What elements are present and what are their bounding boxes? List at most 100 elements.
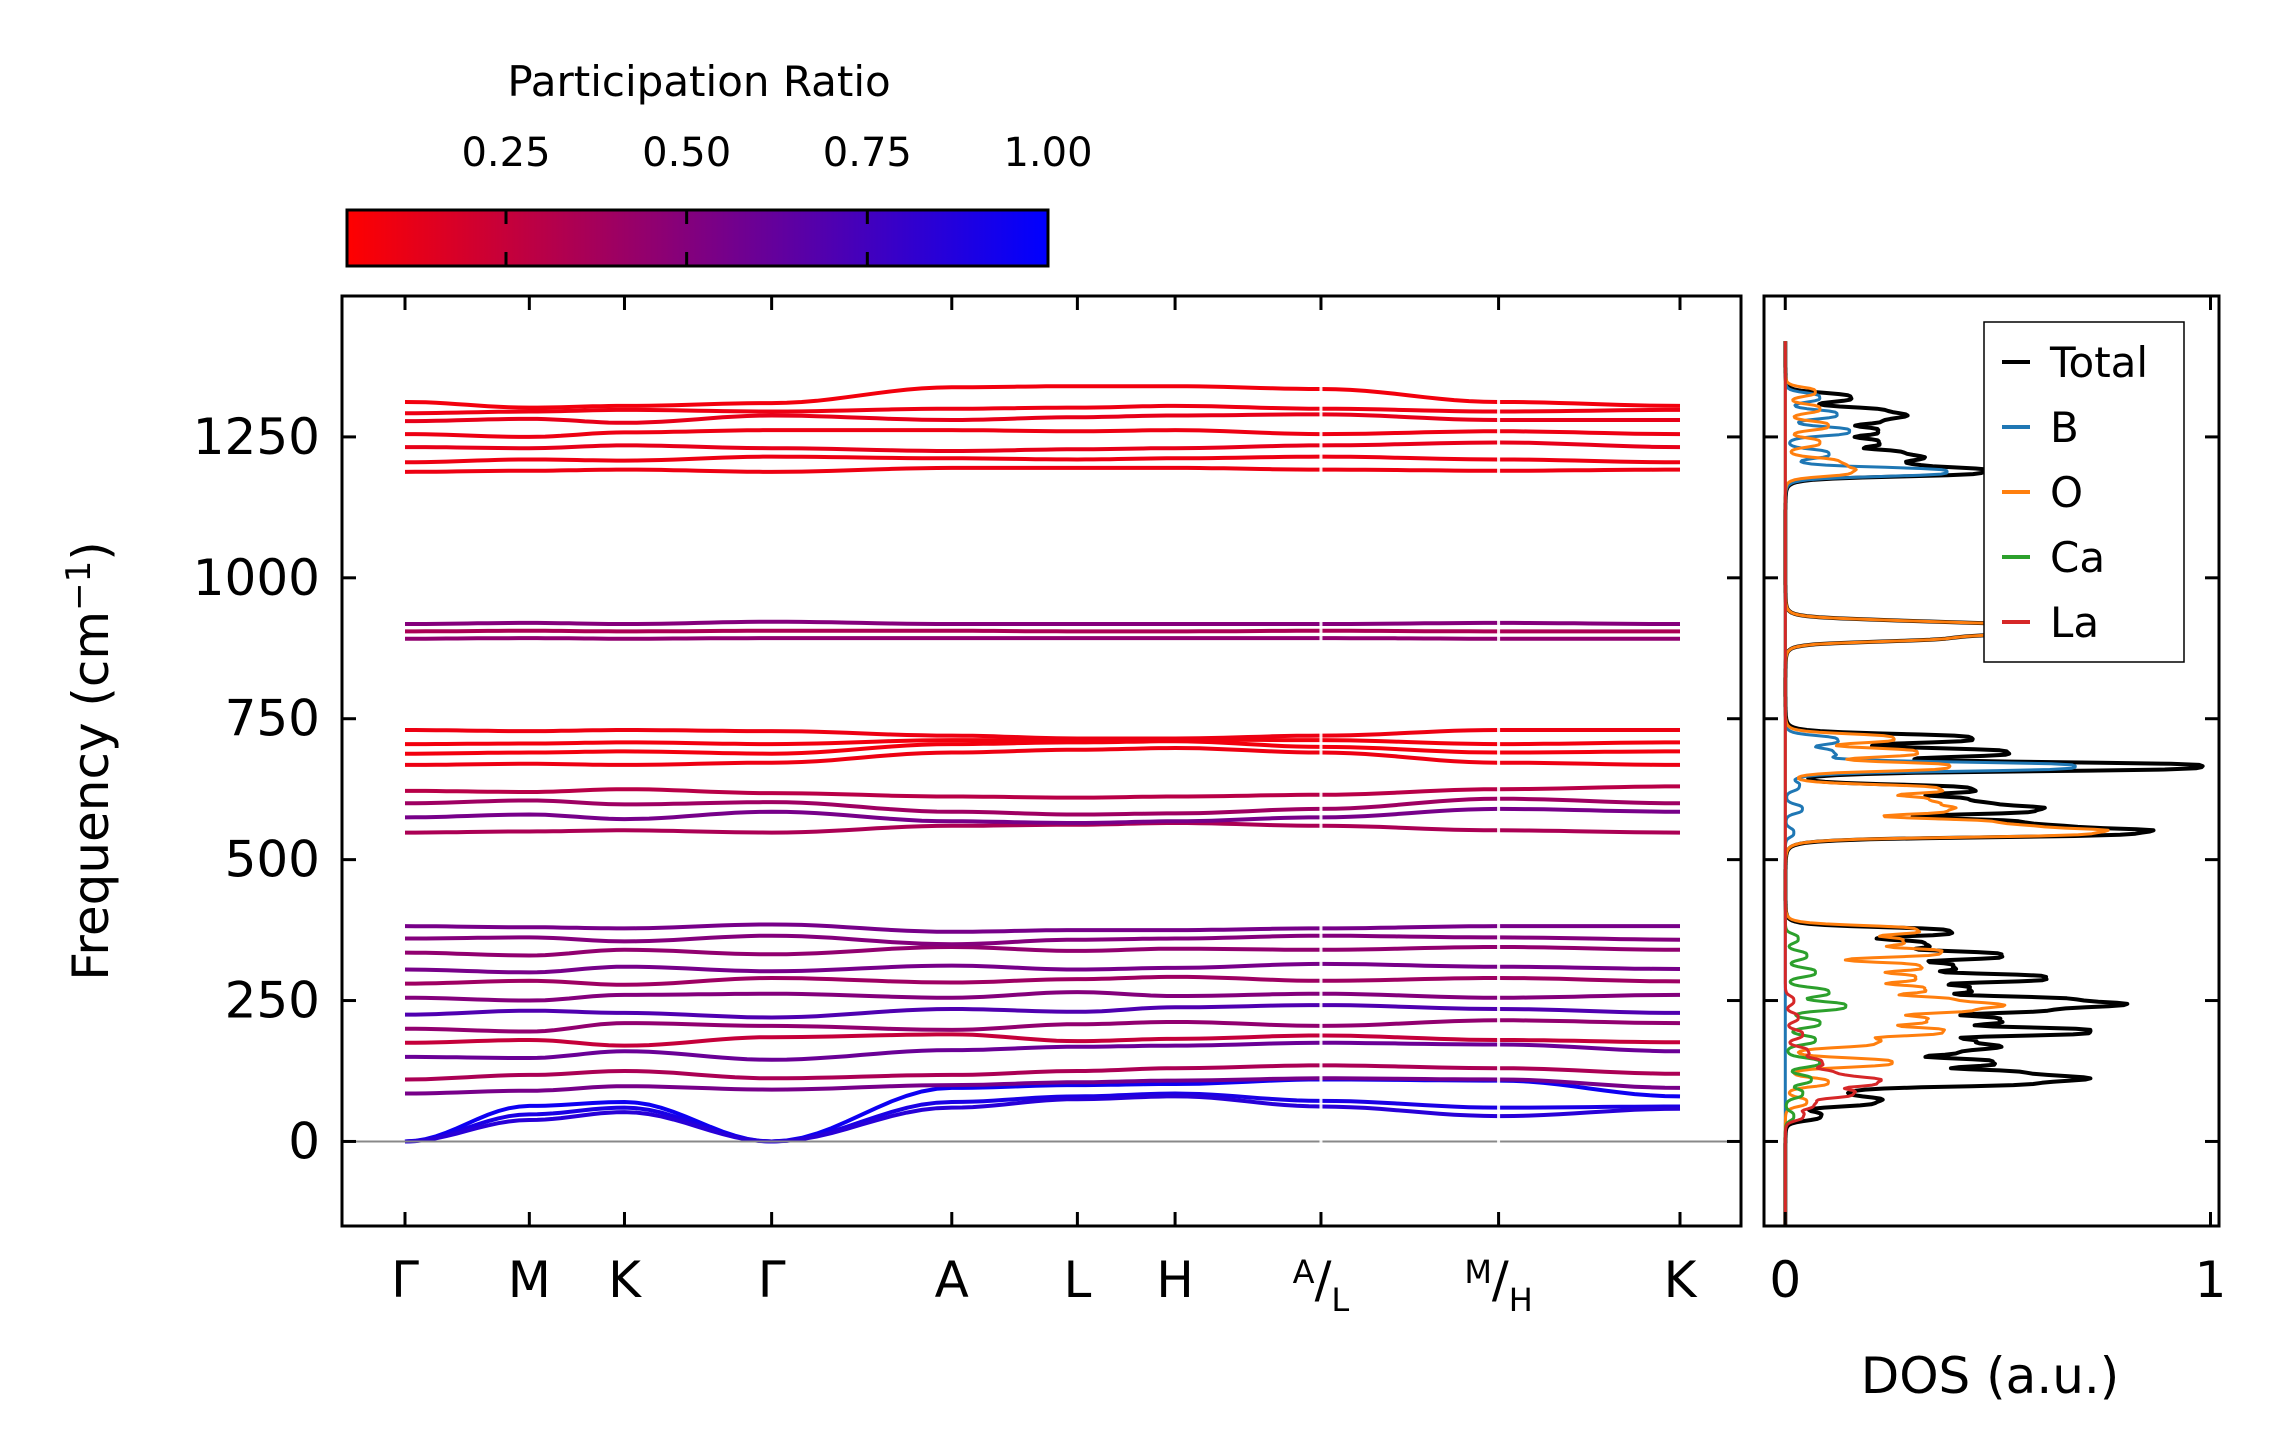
phonon-band — [404, 944, 1321, 958]
phonon-band — [1320, 806, 1499, 820]
phonon-band — [1498, 1077, 1681, 1090]
phonon-band — [1321, 945, 1499, 952]
kpath-label: M — [508, 1251, 551, 1309]
phonon-band — [405, 412, 1321, 425]
phonon-band — [1321, 924, 1499, 931]
phonon-band — [405, 403, 1321, 416]
phonon-band — [1498, 760, 1680, 767]
phonon-band — [405, 821, 1321, 835]
y-axis-title: Frequency (cm−1) — [59, 541, 120, 981]
phonon-band — [1498, 749, 1680, 755]
kpath-label: H — [1156, 1251, 1194, 1309]
dos-lines — [1783, 340, 2205, 1226]
phonon-band — [1321, 1063, 1499, 1071]
phonon-band — [1320, 429, 1499, 437]
phonon-band — [1320, 823, 1499, 833]
phonon-band — [1498, 976, 1681, 984]
phonon-band — [405, 1032, 1321, 1048]
kpath-label: Γ — [758, 1251, 786, 1309]
phonon-band — [1498, 429, 1681, 437]
kpath-label: K — [608, 1251, 642, 1309]
kpath-label: A/L — [1293, 1251, 1350, 1319]
phonon-band — [1320, 440, 1499, 448]
phonon-band — [1320, 387, 1499, 404]
legend-label: Total — [2049, 338, 2148, 387]
phonon-band — [1321, 991, 1499, 1000]
band-axes-frame — [340, 294, 1743, 1228]
phonon-band — [1498, 620, 1680, 626]
phonon-band — [405, 619, 1321, 626]
legend-label: O — [2050, 468, 2083, 517]
dos-legend: Total BO Ca La — [1983, 321, 2185, 663]
phonon-band — [1498, 935, 1681, 942]
kpath-label: Γ — [391, 1251, 419, 1309]
legend-label: Ca — [2050, 533, 2105, 582]
phonon-band — [1320, 796, 1499, 811]
phonon-band — [1320, 454, 1499, 462]
phonon-band — [1320, 933, 1499, 940]
phonon-band — [404, 454, 1322, 465]
phonon-band — [1320, 412, 1499, 422]
phonon-band — [1320, 1018, 1499, 1028]
phonon-band — [1321, 1040, 1499, 1047]
phonon-band — [1498, 806, 1680, 814]
phonon-band — [1498, 784, 1680, 792]
colorbar-ticks: 0.25 0.50 0.75 1.00 — [461, 130, 1093, 266]
phonon-band — [1498, 828, 1681, 835]
phonon-band — [1320, 406, 1499, 414]
phonon-band — [405, 628, 1321, 634]
phonon-band — [404, 922, 1321, 934]
phonon-band — [405, 974, 1321, 987]
phonon-band — [1498, 945, 1680, 952]
dos-x-tick-label: 1 — [2195, 1251, 2227, 1309]
kpath-label: M/H — [1464, 1251, 1533, 1319]
y-tick-label: 1250 — [193, 408, 320, 466]
x-axis-kpath-ticks: Γ M K Γ A L H A/LM/H K — [391, 296, 1698, 1319]
dos-x-tick-label: 0 — [1769, 1251, 1801, 1309]
phonon-band — [404, 1094, 1322, 1144]
phonon-band — [404, 384, 1321, 410]
colorbar-tick-label: 0.50 — [642, 130, 731, 176]
y-tick-label: 750 — [225, 690, 320, 748]
colorbar-title: Participation Ratio — [507, 57, 890, 106]
phonon-band — [404, 1020, 1322, 1034]
legend-label: La — [2050, 598, 2099, 647]
phonon-band — [404, 809, 1321, 825]
phonon-band — [405, 787, 1321, 800]
phonon-band — [1498, 1066, 1681, 1076]
phonon-band — [405, 1040, 1322, 1062]
phonon-band — [1498, 1042, 1681, 1054]
colorbar-tick-label: 0.25 — [461, 130, 550, 176]
kpath-label: L — [1063, 1251, 1091, 1309]
phonon-band — [1498, 1104, 1680, 1110]
phonon-band — [1498, 964, 1681, 971]
colorbar-frame — [345, 208, 1050, 268]
phonon-band — [1498, 796, 1681, 806]
phonon-band — [1498, 992, 1681, 1000]
phonon-band — [405, 745, 1321, 767]
phonon-band — [404, 961, 1322, 975]
phonon-band — [405, 1076, 1322, 1096]
phonon-band — [1321, 467, 1499, 473]
phonon-band — [1498, 1018, 1681, 1026]
phonon-band — [1320, 1098, 1499, 1110]
phonon-band — [1320, 750, 1499, 765]
y-tick-label: 500 — [225, 831, 320, 889]
dos-curve-la — [1783, 340, 1883, 1226]
phonon-band — [1320, 961, 1499, 969]
phonon-band — [405, 933, 1322, 947]
phonon-band — [1321, 1076, 1499, 1082]
phonon-band — [1320, 738, 1499, 747]
kpath-discontinuities — [1319, 298, 1501, 1224]
phonon-band — [1498, 400, 1681, 408]
y-tick-label: 0 — [288, 1112, 320, 1170]
kpath-label: K — [1664, 1251, 1698, 1309]
phonon-band — [1320, 744, 1499, 755]
colorbar-tick-label: 1.00 — [1003, 130, 1092, 176]
phonon-band — [404, 1091, 1322, 1144]
phonon-band — [405, 1003, 1321, 1020]
phonon-band — [405, 443, 1321, 453]
